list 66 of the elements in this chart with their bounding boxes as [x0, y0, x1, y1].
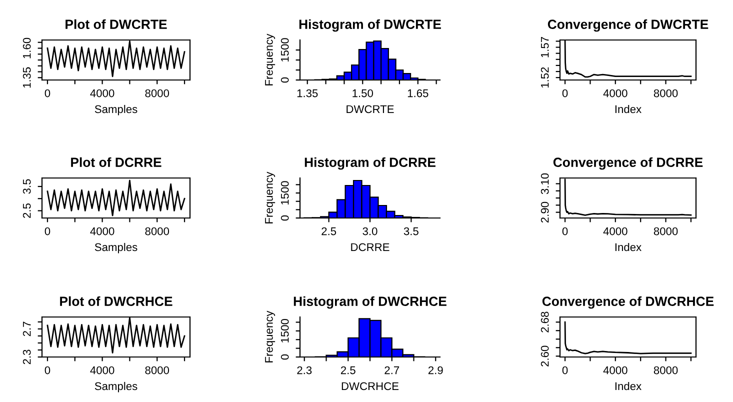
x-axis-title: DCRRE [351, 243, 390, 252]
y-tick-label: 1.52 [540, 67, 549, 88]
y-tick-label: 1.60 [22, 38, 31, 58]
chart-title: Plot of DWCRHCE [60, 296, 172, 306]
x-tick-label: 4000 [603, 366, 628, 374]
x-tick-label: 8000 [654, 366, 678, 374]
x-tick-label: 4000 [603, 89, 628, 98]
y-tick-label: 3.10 [540, 173, 549, 194]
x-tick-label: 0 [44, 89, 50, 98]
chart-title: Histogram of DWCRTE [299, 19, 441, 32]
x-tick-label: 4000 [603, 227, 628, 236]
x-tick-label: 2.5 [340, 366, 356, 374]
y-tick-label: 0 [280, 215, 289, 221]
x-axis-title: DWCRTE [346, 105, 394, 114]
x-tick-label: 4000 [90, 89, 114, 98]
y-tick-label: 2.68 [540, 312, 549, 332]
y-axis-title: Frequency [265, 34, 276, 86]
chart-title: Convergence of DCRRE [553, 157, 703, 170]
x-tick-label: 8000 [654, 227, 678, 236]
x-tick-label: 2.9 [428, 366, 443, 374]
x-tick-label: 4000 [90, 227, 114, 236]
x-tick-label: 1.50 [352, 89, 374, 98]
y-tick-label: 3.5 [22, 179, 31, 194]
chart-title: Plot of DWCRTE [66, 19, 167, 30]
x-axis-title: Index [615, 104, 642, 114]
x-tick-label: 0 [562, 366, 568, 374]
x-tick-label: 0 [44, 227, 50, 236]
x-tick-label: 0 [562, 89, 568, 98]
x-axis-title: Index [615, 382, 642, 390]
x-tick-label: 8000 [654, 89, 678, 98]
y-tick-label: 0 [280, 77, 289, 83]
chart-title: Plot of DCRRE [71, 157, 162, 168]
x-tick-label: 0 [562, 227, 568, 236]
x-axis-title: Samples [94, 104, 138, 116]
y-tick-label: 1500 [280, 318, 289, 342]
chart-title: Histogram of DWCRHCE [294, 296, 446, 309]
x-axis-title: Samples [94, 382, 138, 392]
y-axis-title: Frequency [265, 310, 276, 362]
x-tick-label: 0 [44, 366, 50, 374]
y-tick-label: 2.3 [22, 350, 31, 364]
y-tick-label: 1.57 [541, 37, 549, 58]
y-tick-label: 2.90 [540, 202, 549, 223]
x-tick-label: 3.0 [362, 227, 378, 236]
x-axis-title: Samples [94, 242, 138, 254]
x-tick-label: 8000 [145, 366, 170, 374]
x-axis-title: Index [615, 242, 642, 252]
chart-title: Histogram of DCRRE [304, 157, 436, 170]
x-tick-label: 8000 [145, 227, 170, 236]
y-tick-label: 0 [280, 354, 289, 360]
y-tick-label: 2.7 [22, 322, 31, 336]
x-axis-title: DWCRHCE [342, 382, 399, 390]
chart-title: Convergence of DWCRTE [548, 19, 708, 32]
chart-title: Convergence of DWCRHCE [542, 296, 714, 309]
x-tick-label: 2.7 [384, 366, 400, 374]
x-tick-label: 2.3 [297, 366, 312, 374]
x-tick-label: 2.5 [322, 227, 336, 236]
y-tick-label: 2.5 [22, 203, 31, 218]
y-axis-title: Frequency [265, 172, 276, 224]
y-tick-label: 1500 [280, 181, 289, 205]
y-tick-label: 2.60 [540, 346, 549, 366]
x-tick-label: 4000 [90, 366, 114, 374]
y-tick-label: 1500 [280, 38, 289, 62]
x-tick-label: 3.5 [404, 227, 418, 236]
x-tick-label: 8000 [145, 89, 170, 98]
x-tick-label: 1.65 [408, 89, 428, 98]
x-tick-label: 1.35 [297, 89, 318, 98]
